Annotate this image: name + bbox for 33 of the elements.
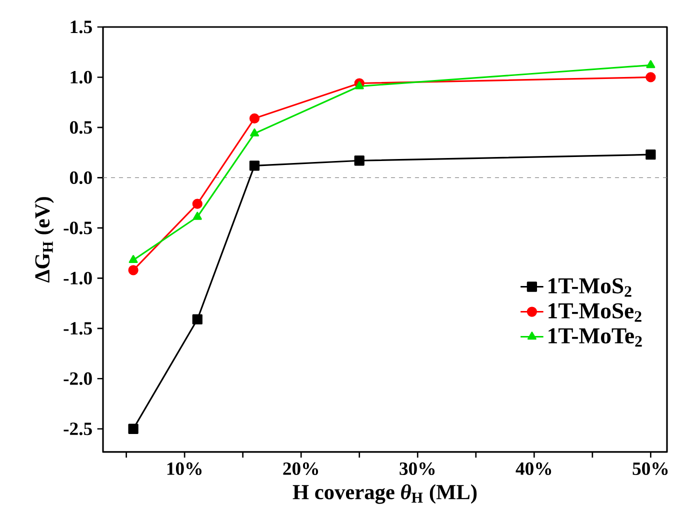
point xyxy=(250,128,259,136)
point xyxy=(646,72,656,82)
point xyxy=(192,198,202,209)
y-axis-title: ΔG$_{H}$ (eV) xyxy=(34,197,54,283)
y-tick-label: -0.5 xyxy=(64,222,92,234)
x-tick-label: 30% xyxy=(400,462,435,476)
point xyxy=(249,160,260,171)
point xyxy=(354,156,364,166)
y-tick-label: -2.5 xyxy=(64,422,92,436)
y-tick-label: 0.5 xyxy=(70,121,92,134)
y-tick-label: 1.0 xyxy=(70,70,92,84)
y-tick-label: 0.0 xyxy=(70,171,92,184)
legend-label: 1T-MoS$_{2}$ xyxy=(548,278,632,297)
point xyxy=(646,60,656,68)
x-tick-label: 40% xyxy=(516,462,552,476)
point xyxy=(192,314,202,324)
y-tick-label: -1.0 xyxy=(64,272,92,285)
y-tick-label: -2.0 xyxy=(64,372,92,385)
point xyxy=(249,113,260,124)
point xyxy=(192,212,202,220)
legend-label: 1T-MoSe$_{2}$ xyxy=(548,303,642,322)
x-tick-label: 10% xyxy=(167,462,202,476)
x-tick-label: 50% xyxy=(632,462,668,476)
x-axis-title: H coverage θ$_{H}$ (ML) xyxy=(292,484,477,504)
point xyxy=(354,81,364,90)
point xyxy=(646,150,656,160)
y-tick-label: 1.5 xyxy=(70,20,92,34)
y-tick-label: -1.5 xyxy=(64,322,92,335)
point xyxy=(128,255,138,264)
point xyxy=(128,424,138,434)
legend-label: 1T-MoTe$_{2}$ xyxy=(548,328,642,347)
x-tick-label: 20% xyxy=(283,462,318,476)
point xyxy=(128,265,138,276)
